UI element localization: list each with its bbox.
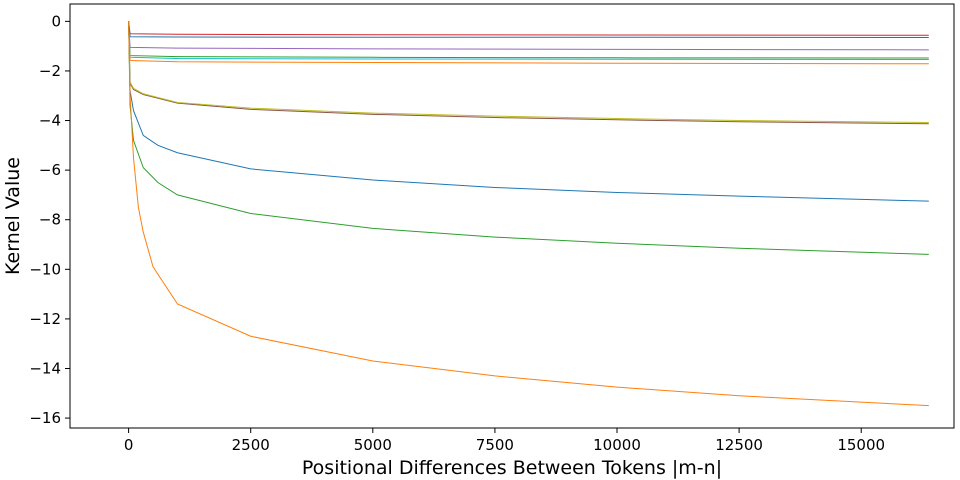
y-tick-label: −10 bbox=[29, 260, 61, 278]
x-tick-label: 5000 bbox=[354, 436, 392, 454]
series-line-5 bbox=[128, 21, 929, 61]
y-tick-label: −2 bbox=[39, 62, 61, 80]
x-tick-label: 15000 bbox=[837, 436, 885, 454]
series-line-9 bbox=[128, 21, 929, 202]
y-tick-label: −8 bbox=[39, 211, 61, 229]
series-line-8 bbox=[128, 21, 929, 124]
series-line-11 bbox=[128, 21, 929, 407]
y-tick-label: −4 bbox=[39, 112, 61, 130]
y-tick-label: 0 bbox=[51, 12, 61, 30]
y-axis-ticks: 0 −2 −4 −6 −8 −10 −12 −14 −16 bbox=[29, 12, 70, 427]
y-tick-label: −16 bbox=[29, 409, 61, 427]
series-line-1 bbox=[128, 21, 929, 36]
series-line-10 bbox=[128, 21, 929, 255]
series-line-4 bbox=[128, 21, 929, 59]
x-tick-label: 10000 bbox=[593, 436, 641, 454]
y-axis-label: Kernel Value bbox=[2, 157, 24, 275]
y-tick-label: −12 bbox=[29, 310, 61, 328]
series-layer bbox=[128, 21, 929, 407]
y-tick-label: −14 bbox=[29, 359, 61, 377]
x-tick-label: 12500 bbox=[715, 436, 763, 454]
x-axis-label: Positional Differences Between Tokens |m… bbox=[302, 457, 722, 479]
series-line-7 bbox=[128, 21, 929, 125]
plot-frame bbox=[69, 3, 955, 429]
x-tick-label: 2500 bbox=[232, 436, 270, 454]
y-tick-label: −6 bbox=[39, 161, 61, 179]
x-tick-label: 7500 bbox=[476, 436, 514, 454]
x-tick-label: 0 bbox=[124, 436, 134, 454]
x-axis-ticks: 0 2500 5000 7500 10000 12500 15000 bbox=[124, 428, 885, 454]
